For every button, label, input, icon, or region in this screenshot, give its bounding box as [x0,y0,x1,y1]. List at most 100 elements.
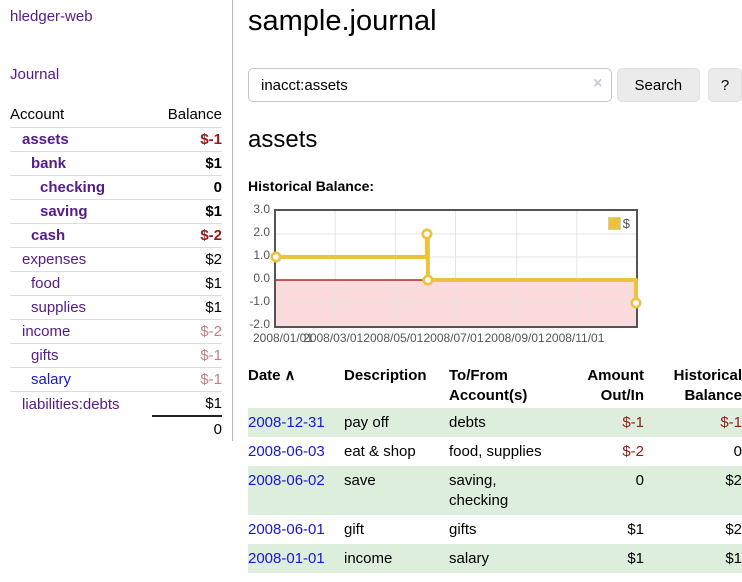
register-col-description: Description [344,367,427,384]
sidebar-account-balance: $-2 [151,319,222,344]
register-header-row: Date ∧ Description To/From Account(s) Amount… [248,364,742,408]
x-axis-label: 2008/03/01 [303,331,364,345]
x-axis-label: 2008/07/01 [423,331,484,345]
sidebar-account-balance: $-1 [151,367,222,392]
sidebar-account-link[interactable]: supplies [31,299,87,316]
chart-plot-area: $ [270,209,642,328]
sidebar-col-balance: Balance [151,104,222,128]
sidebar-account-balance: $1 [151,151,222,176]
balance-chart: $ 3.0 2.0 1.0 0.0 -1.0 -2.0 2008/01/01 2008/03/… [248,201,742,347]
sidebar-account-balance: $-1 [151,343,222,368]
x-axis-label: 2008/05/01 [363,331,424,345]
app-title-link[interactable]: hledger-web [10,8,93,25]
sidebar-account-balance: 0 [151,175,222,200]
sidebar-account-link[interactable]: liabilities:debts [22,395,120,413]
register-description: gift [344,521,365,538]
register-balance: $1 [725,550,742,567]
register-balance: $-1 [720,414,742,431]
register-accounts: saving, checking [449,472,509,509]
sidebar-account-row: income $-2 [10,319,222,344]
data-point-marker [630,297,642,309]
sidebar-accounts-body: assets $-1 bank $1 checking 0 saving $1 cash $-2 e… [10,127,222,417]
sort-ascending-icon[interactable]: ∧ [284,367,296,384]
sidebar-account-balance: $1 [151,271,222,296]
sidebar-account-link[interactable]: food [31,275,61,292]
register-row: 2008-01-01 income salary $1 $1 [248,544,742,573]
page-title: sample.journal [248,5,437,37]
register-date-link[interactable]: 2008-12-31 [248,414,325,431]
y-axis-label: -2.0 [249,317,270,331]
register-date-link[interactable]: 2008-06-02 [248,472,325,489]
sidebar-account-link[interactable]: salary [31,371,72,388]
sidebar-account-row: saving $1 [10,199,222,224]
sidebar-account-row: checking 0 [10,175,222,200]
clear-search-icon[interactable]: × [593,75,603,92]
search-button[interactable]: Search [616,68,701,102]
register-accounts: debts [449,414,486,431]
register-accounts: food, supplies [449,443,542,460]
sidebar-account-link[interactable]: saving [40,203,88,220]
sidebar-account-link[interactable]: assets [22,131,69,148]
chart-legend: $ [606,215,631,232]
register-row: 2008-06-03 eat & shop food, supplies $-2 0 [248,437,742,466]
register-description: save [344,472,376,489]
sidebar-account-row: liabilities:debts $1 [10,392,222,417]
register-balance: $2 [725,521,742,538]
register-accounts: salary [449,550,490,567]
sidebar-account-link[interactable]: income [22,323,71,340]
sidebar-account-link[interactable]: checking [40,179,106,196]
register-balance: $2 [725,472,742,489]
sidebar-account-balance: $-2 [151,223,222,248]
register-date-link[interactable]: 2008-01-01 [248,550,325,567]
y-axis-label: 0.0 [253,271,270,285]
sidebar: hledger-web Journal Account Balance asse… [0,0,233,442]
nav-journal-link[interactable]: Journal [10,66,60,83]
account-title: assets [248,126,318,153]
sidebar-account-link[interactable]: expenses [22,251,87,268]
register-amount: $1 [627,550,644,567]
register-description: pay off [344,414,389,431]
sidebar-total-value: 0 [151,415,222,442]
sidebar-account-link[interactable]: cash [31,227,66,244]
data-point-marker [422,274,434,286]
sidebar-account-balance: $1 [151,199,222,224]
balance-chart-svg [270,211,642,326]
register-col-tofrom: To/From Account(s) [449,367,528,404]
register-row: 2008-12-31 pay off debts $-1 $-1 [248,408,742,437]
sidebar-account-row: assets $-1 [10,127,222,152]
y-axis-label: -1.0 [249,294,270,308]
sidebar-account-row: food $1 [10,271,222,296]
sidebar-account-link[interactable]: bank [31,155,67,172]
search-input[interactable] [248,68,612,102]
register-accounts: gifts [449,521,477,538]
x-axis-label: 2008/11/01 [545,331,605,345]
register-description: income [344,550,393,567]
sidebar-account-balance: $2 [151,247,222,272]
main-content: sample.journal × Search ? assets Histori… [248,0,742,573]
sidebar-col-account: Account [10,104,152,128]
register-amount: 0 [635,472,644,489]
register-balance: 0 [733,443,742,460]
chart-label: Historical Balance: [248,178,375,194]
y-axis-label: 3.0 [253,202,270,216]
sidebar-account-row: expenses $2 [10,247,222,272]
sidebar-account-row: supplies $1 [10,295,222,320]
register-col-date: Date ∧ [248,364,344,408]
register-date-link[interactable]: 2008-06-01 [248,521,325,538]
sidebar-account-row: salary $-1 [10,367,222,392]
search-form: × Search ? [248,68,742,102]
register-row: 2008-06-01 gift gifts $1 $2 [248,515,742,544]
help-button[interactable]: ? [708,68,742,102]
register-date-link[interactable]: 2008-06-03 [248,443,325,460]
sidebar-account-link[interactable]: gifts [31,347,59,364]
sidebar-account-row: cash $-2 [10,223,222,248]
sort-by-date[interactable]: Date [248,367,281,384]
sidebar-total-row: 0 [10,415,222,442]
data-point-marker [270,251,282,263]
y-axis-label: 1.0 [253,248,270,262]
register-amount: $-1 [622,414,644,431]
register-col-historical: Historical Balance [673,367,742,404]
register-body: 2008-12-31 pay off debts $-1 $-1 2008-06-03 ea… [248,408,742,573]
sidebar-accounts-table: Account Balance assets $-1 bank $1 checking 0… [10,104,222,442]
register-col-amount: Amount Out/In [587,367,644,404]
